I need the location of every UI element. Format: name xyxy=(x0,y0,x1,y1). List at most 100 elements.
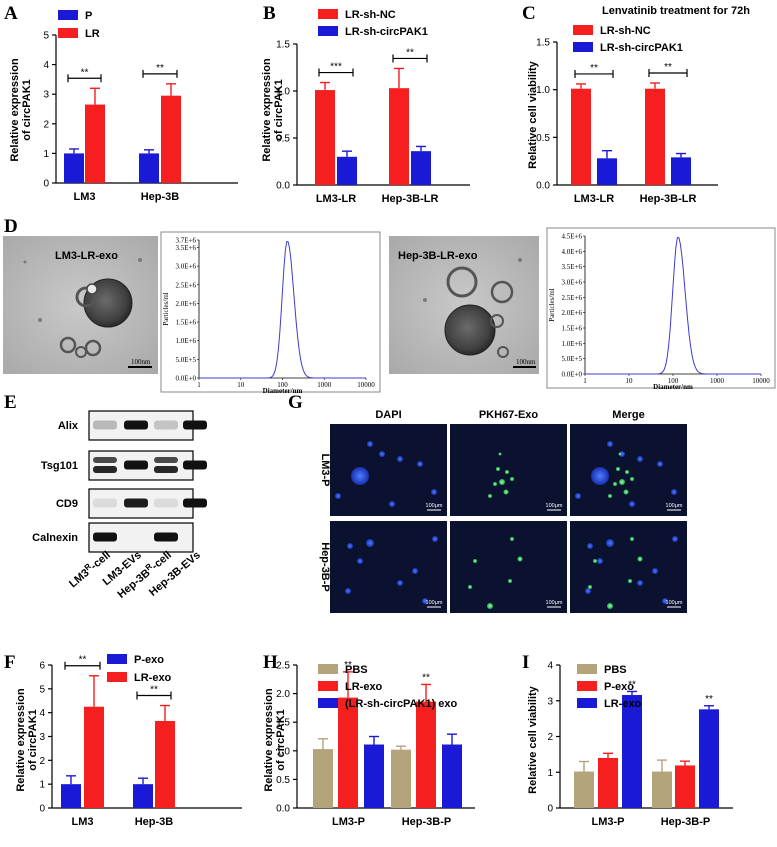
panel-label-c: C xyxy=(522,3,536,24)
blot-band xyxy=(93,498,117,508)
significance-mark: ** xyxy=(344,660,352,671)
fluor-scale-label: 100μm xyxy=(546,600,563,606)
bar-hep-3b-p-lr-exo xyxy=(699,709,719,808)
fluor-scale-label: 100μm xyxy=(426,503,443,509)
dist-y-tick-label: 1.5E+6 xyxy=(562,325,583,333)
nucleus xyxy=(397,456,403,462)
y-tick-label: 5 xyxy=(43,31,49,42)
bar-lm3-lr xyxy=(85,104,105,183)
distribution-chart-lm3: 0.0E+0 5.0E+5 1.0E+6 1.5E+6 2.0E+6 2.5E+6 3.0E… xyxy=(160,231,381,395)
dist-y-tick-label: 0.0E+0 xyxy=(176,375,197,383)
fluor-col-label: DAPI xyxy=(375,409,401,421)
nucleus xyxy=(662,598,668,604)
bar-lm3-p-p-exo xyxy=(598,757,618,808)
legend-swatch xyxy=(58,10,78,20)
fluor-image xyxy=(330,521,447,613)
legend-swatch xyxy=(573,25,593,35)
bar-hep-3b-p xyxy=(139,153,159,183)
exosome-signal xyxy=(616,467,620,471)
dist-y-tick-label: 2.5E+6 xyxy=(176,281,197,289)
nucleus xyxy=(397,580,403,586)
fluor-col-label: PKH67-Exo xyxy=(479,409,539,421)
exosome-signal xyxy=(623,489,629,495)
legend-label: LR-sh-circPAK1 xyxy=(345,26,428,38)
western-blot: AlixTsg101CD9CalnexinLM3R-cellLM3-EVsHep… xyxy=(32,410,207,601)
y-tick-label: 3 xyxy=(547,696,553,707)
y-tick-label: 1.0 xyxy=(276,746,290,757)
y-axis-label: Relative expressionof circPAK1 xyxy=(9,58,33,162)
dist-y-tick-label: 3.5E+6 xyxy=(176,244,197,252)
legend-swatch xyxy=(318,681,338,691)
bar-lm3-lr-lr-sh-nc xyxy=(315,90,335,185)
chart-f: 0 1 2 3 4 5 6 Relative expressionof circPAK1 LM3… xyxy=(15,654,242,828)
y-tick-label: 2 xyxy=(43,119,49,130)
blot-lane-label: Hep-3B-EVs xyxy=(147,549,203,599)
dist-y-tick-label: 4.5E+6 xyxy=(562,233,583,241)
exosome-signal xyxy=(618,452,622,456)
exosome-signal xyxy=(503,489,509,495)
y-axis-label: Relative cell viability xyxy=(527,60,539,168)
y-tick-label: 4 xyxy=(39,708,45,719)
chart-c-title: Lenvatinib treatment for 72h xyxy=(602,5,750,17)
nucleus xyxy=(422,598,428,604)
significance-mark: ** xyxy=(705,694,713,705)
bar-lm3-p xyxy=(64,153,84,183)
nucleus xyxy=(629,501,635,507)
dist-y-tick-label: 2.5E+6 xyxy=(562,294,583,302)
panel-label-i: I xyxy=(522,652,529,673)
y-tick-label: 6 xyxy=(39,661,45,672)
panel-label-a: A xyxy=(4,3,18,24)
panel-label-e: E xyxy=(4,392,17,413)
y-tick-label: 2.0 xyxy=(276,689,290,700)
significance-bracket xyxy=(392,54,428,63)
nucleus xyxy=(607,441,613,447)
dist-y-tick-label: 1.0E+6 xyxy=(562,340,583,348)
y-tick-label: 1 xyxy=(39,780,45,791)
significance-bracket xyxy=(64,661,101,670)
dist-curve xyxy=(585,237,761,375)
fluorescence-grid: DAPI PKH67-Exo Merge LM3-P Hep-3B-P 100μm 100μ… xyxy=(319,409,687,613)
em-label-lm3: LM3-LR-exo xyxy=(55,250,118,262)
y-axis-label: Relative expressionof circPAK1 xyxy=(15,688,39,792)
legend-swatch xyxy=(107,672,127,682)
fluor-row-label: Hep-3B-P xyxy=(319,542,331,592)
dist-curve xyxy=(199,241,366,379)
bar-hep-3b-lr-exo xyxy=(155,721,175,808)
dist-x-tick-label: 1000 xyxy=(710,377,725,385)
fluor-col-label: Merge xyxy=(612,409,644,421)
y-tick-label: 1.5 xyxy=(276,40,290,51)
dist-y-tick-label: 3.5E+6 xyxy=(562,263,583,271)
significance-bracket xyxy=(318,68,354,77)
significance-mark: ** xyxy=(81,67,89,78)
exosome-signal xyxy=(517,556,523,562)
panel-label-h: H xyxy=(263,652,278,673)
dist-y-tick-label: 2.0E+6 xyxy=(176,300,197,308)
dist-y-label: Particles/ml xyxy=(162,292,170,325)
blot-band xyxy=(183,420,207,430)
blot-band xyxy=(93,420,117,430)
bar-hep-3b-lr-lr-sh-circpak1 xyxy=(411,151,431,185)
exosome-signal xyxy=(488,494,492,498)
nucleus xyxy=(412,568,418,574)
y-tick-label: 2 xyxy=(547,732,553,743)
dist-frame xyxy=(160,231,381,393)
dist-y-label: Particles/ml xyxy=(548,288,556,321)
exosome-signal xyxy=(508,579,512,583)
y-axis-label: Relative cell viability xyxy=(527,685,539,793)
y-tick-label: 4 xyxy=(547,661,553,672)
blot-band xyxy=(93,532,117,542)
legend-label: P-exo xyxy=(604,681,634,693)
chart-i: 0 1 2 3 4 Relative cell viability LM3-P ** Hep-3… xyxy=(527,661,733,828)
dist-y-tick-label: 3.7E+6 xyxy=(176,237,197,245)
nucleus xyxy=(587,543,593,549)
exosome-signal xyxy=(588,585,592,589)
legend-label: (LR-sh-circPAK1) exo xyxy=(345,698,458,710)
significance-mark: *** xyxy=(330,62,342,73)
nucleus xyxy=(335,493,341,499)
bar-hep-3b-p-exo xyxy=(133,784,153,808)
exosome-signal xyxy=(498,452,502,456)
significance-mark: ** xyxy=(406,47,414,58)
y-tick-label: 1 xyxy=(547,768,553,779)
dist-x-tick-label: 10 xyxy=(626,377,634,385)
nucleus xyxy=(345,588,351,594)
